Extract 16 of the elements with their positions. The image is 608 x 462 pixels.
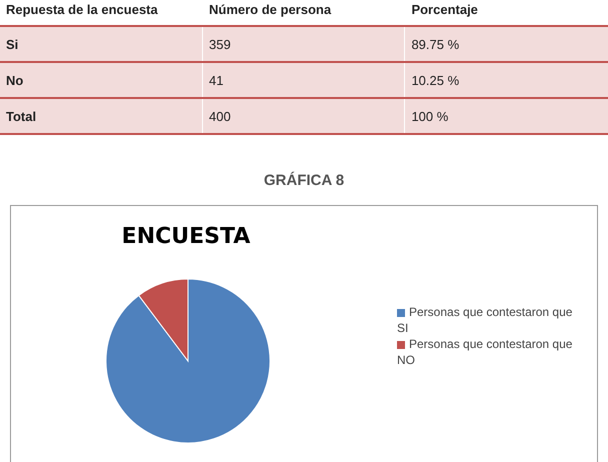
text: No (0, 62, 202, 98)
text: 359 (202, 26, 405, 62)
text: 10.25 % (404, 62, 608, 98)
text: 89.75 % (404, 26, 608, 62)
text: Total (0, 98, 202, 134)
text: 41 (202, 62, 405, 98)
text: Porcentaje (404, 0, 608, 26)
text: 100 % (404, 98, 608, 134)
text: Si (0, 26, 202, 62)
text: 400 (202, 98, 405, 134)
chart-title: ENCUESTA (120, 224, 252, 249)
legend-label: Personas que contestaron que SI (397, 305, 572, 335)
text: Repuesta de la encuesta (0, 0, 202, 26)
legend-label: Personas que contestaron que NO (397, 337, 572, 367)
text: Número de persona (202, 0, 405, 26)
chart-subtitle: GRÁFICA 8 (262, 172, 346, 189)
